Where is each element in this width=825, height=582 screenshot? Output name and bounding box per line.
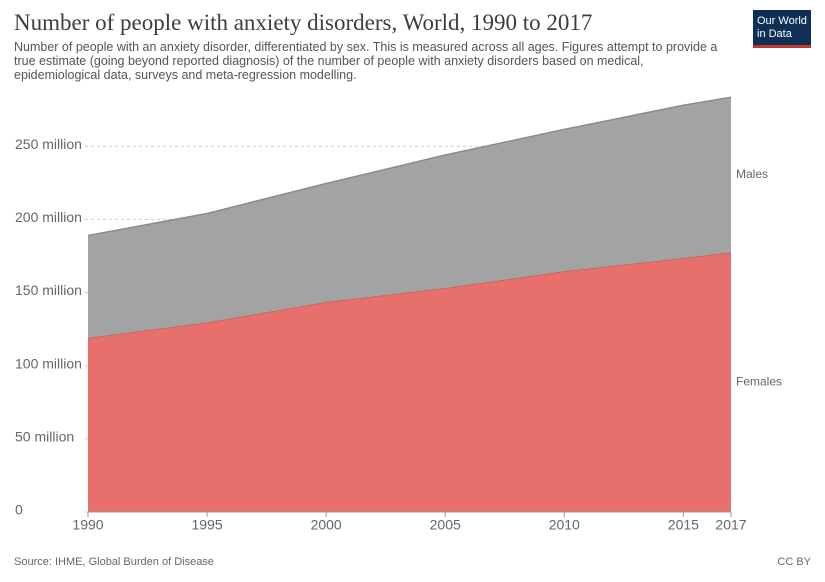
logo-line: in Data	[757, 28, 792, 40]
area-edge	[87, 96, 732, 237]
y-tick-label: 200 million	[15, 209, 82, 225]
source: Source: IHME, Global Burden of Disease	[14, 556, 214, 568]
area	[88, 97, 731, 338]
x-tick-label: 1995	[191, 517, 222, 533]
logo[interactable]: Our World in Data	[753, 10, 811, 48]
chart-subtitle: Number of people with an anxiety disorde…	[14, 40, 718, 82]
chart-title: Number of people with anxiety disorders,…	[14, 10, 593, 35]
x-tick-label: 2010	[549, 517, 580, 533]
x-tick-label: 2017	[715, 517, 746, 533]
logo-line: Our World	[757, 15, 807, 27]
y-tick-label: 150 million	[15, 282, 82, 298]
x-tick-label: 2015	[668, 517, 699, 533]
y-tick-label: 100 million	[15, 355, 82, 371]
y-tick-label: 0	[15, 502, 23, 518]
x-tick-label: 2000	[311, 517, 342, 533]
y-tick-label: 250 million	[15, 136, 82, 152]
chart: 0 50 million 100 million 150 million 200 mil…	[15, 96, 782, 533]
x-tick-label: 1990	[72, 517, 103, 533]
x-tick-label: 2005	[430, 517, 461, 533]
series-label: Females	[736, 374, 782, 388]
y-tick-label: 50 million	[15, 429, 74, 445]
license: CC BY	[777, 556, 811, 568]
area	[88, 252, 731, 512]
series-label: Males	[736, 167, 768, 181]
